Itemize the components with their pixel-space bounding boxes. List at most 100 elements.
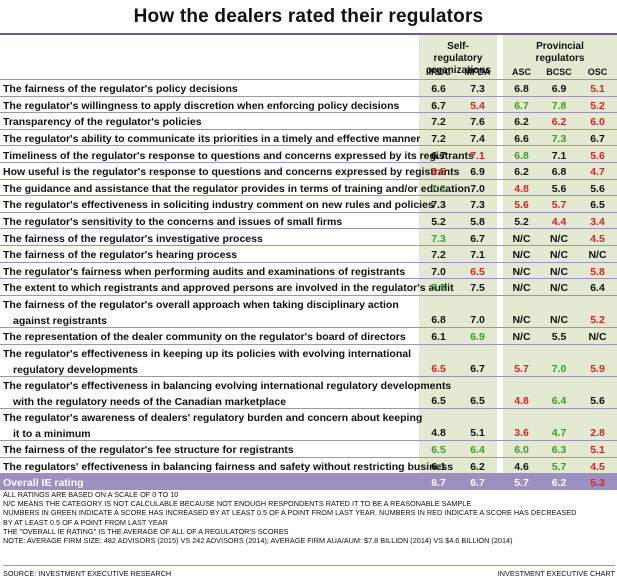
cell-asc: N/C [512, 331, 531, 344]
table-row: The regulator's sensitivity to the conce… [0, 213, 617, 230]
table-row: The regulator's awareness of dealers' re… [0, 409, 617, 442]
row-label: The regulators' effectiveness in balanci… [3, 461, 454, 474]
cell-bcsc: N/C [549, 249, 569, 262]
cell-osc: 4.5 [590, 232, 605, 245]
cell-osc: 3.4 [590, 216, 605, 229]
cell-osc: 6.5 [590, 199, 605, 212]
cell-osc: 2.8 [590, 427, 605, 440]
row-label: Overall IE rating [3, 477, 84, 490]
cell-osc: 5.1 [590, 83, 605, 96]
row-label: Timeliness of the regulator's response t… [3, 149, 474, 162]
table-row: The fairness of the regulator's policy d… [0, 80, 617, 97]
row-label: The regulator's effectiveness in keeping… [3, 347, 412, 360]
row-label: The regulator's willingness to apply dis… [3, 99, 400, 112]
row-label: The fairness of the regulator's policy d… [3, 83, 238, 96]
cell-osc: 5.6 [590, 394, 605, 407]
row-label: The extent to which registrants and appr… [3, 282, 454, 295]
cell-osc: 5.2 [590, 313, 605, 326]
column-header-asc: ASC [511, 67, 531, 77]
cell-asc: 6.0 [514, 444, 529, 457]
cell-mfda: 6.2 [470, 461, 485, 474]
row-label: The regulator's fairness when performing… [3, 265, 406, 278]
cell-iiroc: 6.5 [431, 444, 446, 457]
self-regulatory-column-shade [419, 35, 497, 480]
cell-asc: 4.6 [514, 461, 529, 474]
cell-asc: 5.7 [514, 362, 529, 375]
cell-asc: 6.6 [514, 133, 529, 146]
row-label: The fairness of the regulator's overall … [3, 298, 399, 311]
cell-osc: 5.9 [590, 362, 605, 375]
cell-osc: N/C [588, 249, 607, 262]
row-label: it to a minimum [13, 428, 91, 441]
column-header-bcsc: BCSC [546, 67, 572, 77]
provincial-column-shade [503, 35, 617, 480]
cell-bcsc: N/C [549, 282, 569, 295]
cell-mfda: 6.7 [470, 232, 485, 245]
row-label: The fairness of the regulator's fee stru… [3, 444, 294, 457]
cell-iiroc: 6.6 [431, 83, 446, 96]
row-label: against registrants [13, 314, 107, 327]
cell-mfda: 6.4 [470, 444, 485, 457]
header-divider [0, 79, 617, 80]
cell-osc: 4.7 [590, 166, 605, 179]
row-label: with the regulatory needs of the Canadia… [13, 395, 287, 408]
cell-asc: 3.6 [514, 427, 529, 440]
cell-bcsc: 7.3 [551, 133, 567, 146]
cell-osc: 5.1 [590, 444, 605, 457]
credit-text: Investment Executive Chart [497, 569, 615, 578]
row-label: The regulator's awareness of dealers' re… [3, 412, 423, 425]
cell-mfda: 5.8 [470, 216, 485, 229]
cell-mfda: 6.5 [470, 394, 485, 407]
cell-bcsc: 5.7 [551, 199, 567, 212]
table-row: The guidance and assistance that the reg… [0, 180, 617, 197]
cell-bcsc: N/C [549, 265, 569, 278]
column-header-iiroc: IIROC [425, 67, 451, 77]
row-label: The guidance and assistance that the reg… [3, 182, 471, 195]
overall-rating-row: Overall IE rating 6.7 6.7 5.7 6.2 5.3 [0, 474, 617, 491]
cell-iiroc: 7.0 [431, 265, 446, 278]
footer: Source: Investment Executive Research In… [3, 565, 615, 578]
cell-bcsc: 6.3 [551, 444, 567, 457]
note-line: All ratings are based on a scale of 0 to… [3, 490, 179, 499]
cell-asc: N/C [512, 249, 531, 262]
table-row: The fairness of the regulator's investig… [0, 229, 617, 246]
cell-iiroc: 7.2 [431, 133, 446, 146]
cell-mfda: 7.3 [470, 199, 485, 212]
cell-asc: 6.8 [514, 149, 529, 162]
cell-asc: 6.2 [514, 166, 529, 179]
row-label: The fairness of the regulator's investig… [3, 232, 263, 245]
cell-asc: 6.2 [514, 116, 529, 129]
cell-iiroc: 5.2 [431, 216, 446, 229]
cell-mfda: 7.1 [470, 149, 485, 162]
cell-asc: N/C [512, 232, 531, 245]
column-header-osc: OSC [587, 67, 608, 77]
table-row: The regulator's ability to communicate i… [0, 130, 617, 147]
cell-bcsc: 7.8 [551, 99, 567, 112]
cell-mfda: 7.0 [470, 182, 485, 195]
cell-mfda: 7.5 [470, 282, 485, 295]
table-row: The regulator's effectiveness in solicit… [0, 196, 617, 213]
cell-bcsc: 6.2 [551, 477, 567, 490]
cell-osc: 6.7 [590, 133, 605, 146]
cell-osc: 6.0 [590, 116, 605, 129]
table-row: The regulator's effectiveness in keeping… [0, 345, 617, 377]
cell-bcsc: 7.1 [551, 149, 567, 162]
table-row: The extent to which registrants and appr… [0, 279, 617, 296]
source-text: Source: Investment Executive Research [3, 569, 172, 578]
cell-osc: 6.4 [590, 282, 605, 295]
cell-bcsc: 5.6 [551, 182, 567, 195]
table-row: Timeliness of the regulator's response t… [0, 146, 617, 163]
cell-asc: N/C [512, 265, 531, 278]
cell-mfda: 7.4 [470, 133, 485, 146]
note-line: N/C means the category is not calculable… [3, 499, 472, 509]
cell-iiroc: 7.2 [431, 116, 446, 129]
cell-iiroc: 4.8 [431, 427, 446, 440]
cell-bcsc: 6.4 [551, 394, 567, 407]
cell-mfda: 7.1 [470, 249, 485, 262]
row-label: The fairness of the regulator's hearing … [3, 249, 238, 262]
cell-asc: 5.7 [514, 477, 529, 490]
cell-iiroc: 6.7 [431, 149, 446, 162]
cell-osc: 5.6 [590, 149, 605, 162]
cell-iiroc: 7.2 [431, 182, 446, 195]
cell-mfda: 6.9 [470, 331, 485, 344]
